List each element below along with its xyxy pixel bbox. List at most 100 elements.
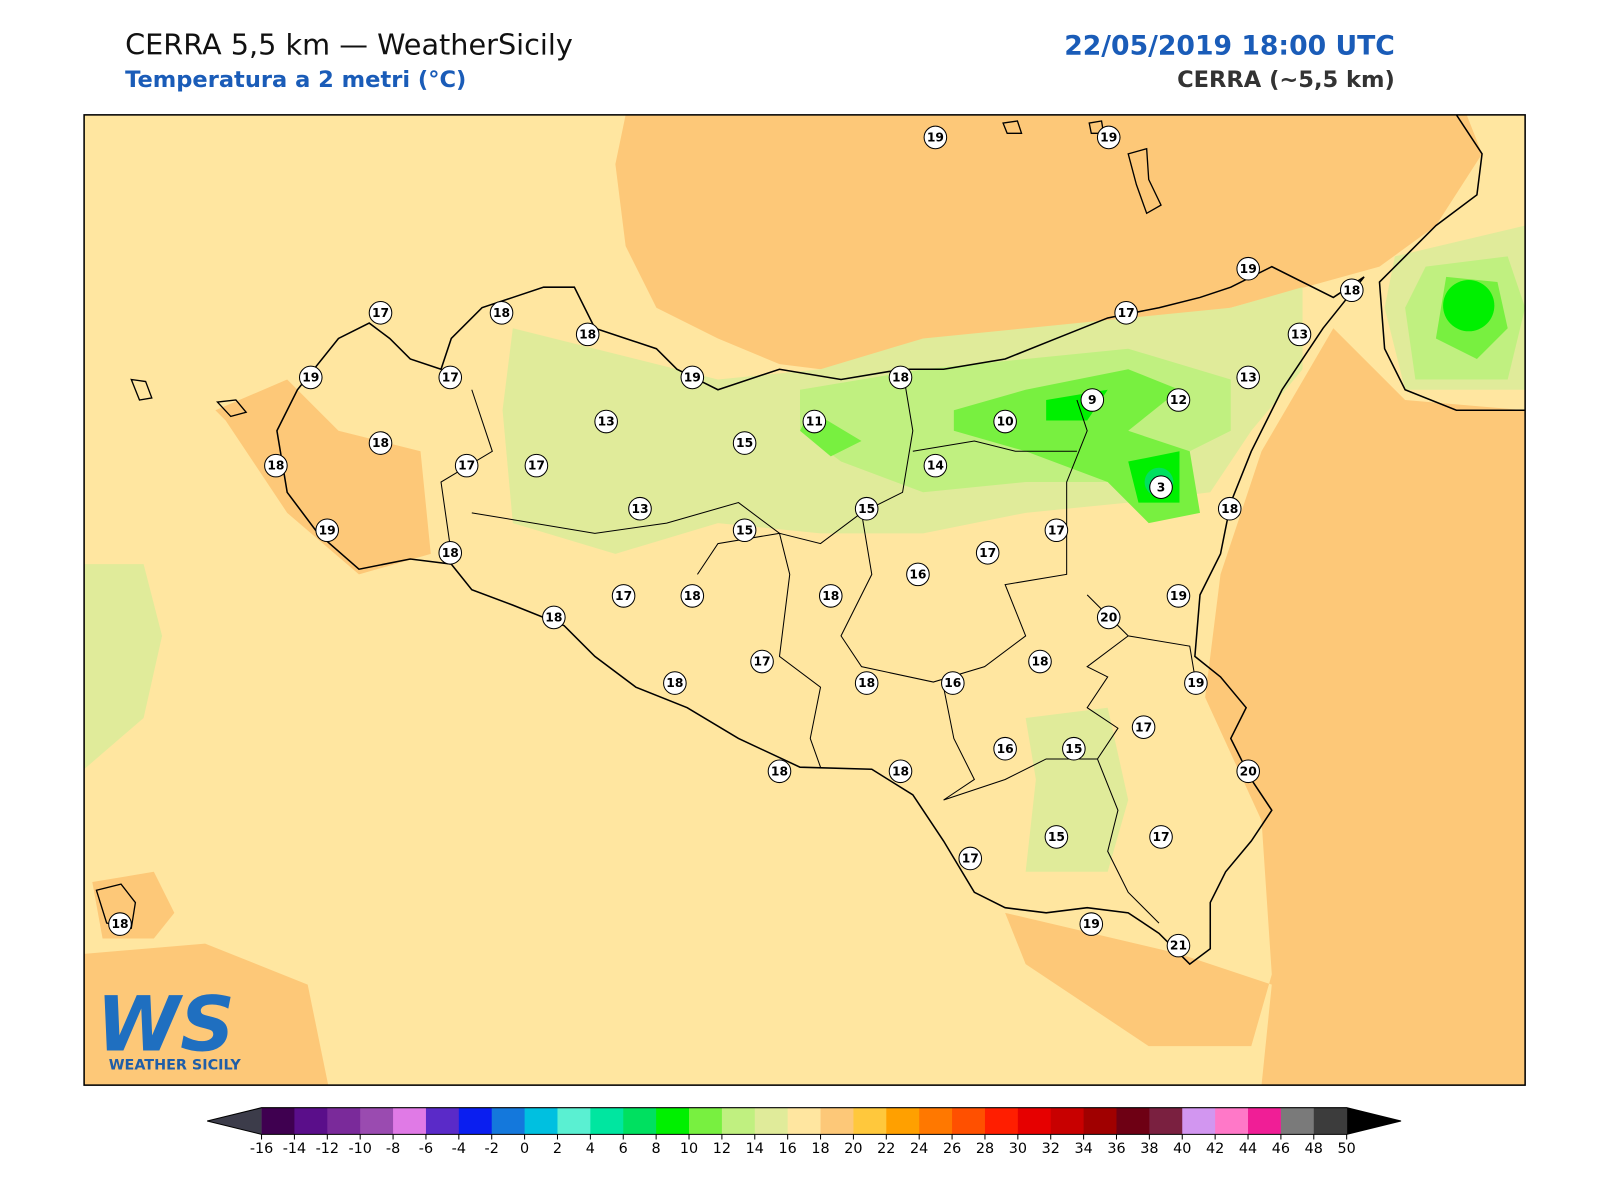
colorbar-swatch [853, 1107, 887, 1135]
station-marker [368, 301, 393, 325]
station-marker [1184, 671, 1208, 695]
map-area: 19 19 19 18 17 17 18 18 19 17 19 18 13 13 12 9 10 11 13 15 1… [84, 114, 1526, 1086]
province-border [912, 440, 1077, 452]
station-marker [1062, 736, 1086, 761]
colorbar-tick-label: 34 [1074, 1141, 1092, 1157]
colorbar-swatch [984, 1107, 1019, 1135]
colorbar-tick-label: 36 [1107, 1141, 1125, 1157]
station-value: 14 [927, 459, 944, 473]
station-value: 18 [1343, 283, 1360, 297]
field-area [1025, 707, 1129, 872]
station-marker [975, 541, 1000, 565]
island [95, 883, 137, 930]
station-marker [680, 584, 705, 608]
colorbar-swatch [1017, 1107, 1052, 1135]
station-marker [1080, 388, 1105, 412]
colorbar-swatch [1313, 1107, 1348, 1135]
station-value: 21 [1170, 939, 1187, 953]
province-border [840, 399, 1088, 683]
province-border [697, 532, 822, 768]
colorbar-tick-label: -14 [283, 1141, 306, 1157]
colorbar-tick-label: -12 [316, 1141, 339, 1157]
colorbar-swatch [721, 1107, 756, 1135]
colorbar-swatch [919, 1107, 953, 1135]
station-value: 16 [944, 676, 961, 690]
station-value: 11 [806, 415, 823, 429]
station-marker [438, 365, 463, 390]
station-value: 17 [615, 589, 632, 603]
colorbar-tick-label: 18 [811, 1141, 829, 1157]
colorbar-tick-label: -10 [348, 1141, 371, 1157]
station-value: 18 [684, 589, 701, 603]
colorbar-swatch [557, 1107, 591, 1135]
station-marker [663, 671, 687, 695]
station-marker [108, 912, 132, 936]
island [1002, 120, 1023, 134]
colorbar-tick-label: 24 [910, 1141, 928, 1157]
station-marker [767, 759, 792, 784]
station-value: 18 [267, 459, 284, 473]
colorbar-tick-label: 26 [943, 1141, 961, 1157]
station-value: 19 [927, 131, 944, 145]
station-marker [680, 365, 705, 390]
colorbar: -16 -14 -12 -10 -8 -6 -4 -2 0 2 4 6 8 10 12 14 16 18 20 22 2… [207, 1107, 1402, 1157]
colorbar-swatch [820, 1107, 854, 1135]
station-value: 18 [858, 676, 875, 690]
station-value: 20 [1100, 611, 1117, 625]
station-marker [1339, 278, 1364, 303]
colorbar-swatch [590, 1107, 624, 1135]
colorbar-swatch [393, 1107, 427, 1135]
colorbar-tick-label: 16 [779, 1141, 797, 1157]
station-value: 18 [1031, 655, 1048, 669]
colorbar-tick-label: 0 [520, 1141, 529, 1157]
station-marker [1096, 605, 1121, 630]
station-marker [368, 431, 393, 455]
station-value: 17 [1048, 523, 1065, 537]
station-marker [1149, 475, 1173, 499]
station-value: 19 [1187, 676, 1204, 690]
station-value: 15 [858, 502, 875, 516]
station-marker [818, 584, 843, 608]
colorbar-swatch [1083, 1107, 1118, 1135]
station-marker [923, 125, 948, 150]
colorbar-swatch [1116, 1107, 1150, 1135]
colorbar-tick-label: 2 [553, 1141, 562, 1157]
colorbar-swatch [294, 1107, 328, 1135]
colorbar-swatch [425, 1107, 460, 1135]
station-value: 18 [666, 676, 683, 690]
station-marker [1149, 825, 1173, 849]
station-marker [906, 562, 930, 587]
station-value: 17 [1118, 306, 1135, 320]
station-layer: 19 19 19 18 17 17 18 18 19 17 19 18 13 13 12 9 10 11 13 15 1… [108, 125, 1364, 958]
logo: WS WEATHER SICILY [96, 980, 241, 1073]
station-value: 18 [493, 306, 510, 320]
colorbar-extend-high [1346, 1107, 1402, 1135]
title: CERRA 5,5 km — WeatherSicily [125, 27, 573, 61]
colorbar-tick-label: 6 [619, 1141, 628, 1157]
station-marker [1114, 301, 1138, 325]
station-value: 18 [892, 764, 909, 778]
station-value: 18 [822, 589, 839, 603]
station-value: 13 [1240, 371, 1257, 385]
colorbar-tick-label: 20 [844, 1141, 862, 1157]
datetime: 22/05/2019 18:00 UTC [1064, 30, 1395, 61]
station-value: 15 [736, 436, 753, 450]
station-marker [594, 409, 618, 434]
station-marker [1166, 584, 1191, 608]
station-marker [524, 453, 549, 478]
colorbar-swatch [656, 1107, 690, 1135]
station-marker [1287, 322, 1312, 347]
colorbar-swatch [1215, 1107, 1249, 1135]
colorbar-tick-label: 50 [1338, 1141, 1356, 1157]
station-marker [1217, 496, 1242, 521]
station-marker [1044, 518, 1069, 543]
station-marker [1236, 256, 1260, 281]
station-value: 16 [997, 742, 1014, 756]
colorbar-tick-label: 10 [680, 1141, 698, 1157]
colorbar-swatch [689, 1107, 723, 1135]
colorbar-swatch [787, 1107, 822, 1135]
station-marker [298, 365, 323, 390]
station-marker [489, 301, 514, 325]
colorbar-tick-label: 4 [586, 1141, 595, 1157]
